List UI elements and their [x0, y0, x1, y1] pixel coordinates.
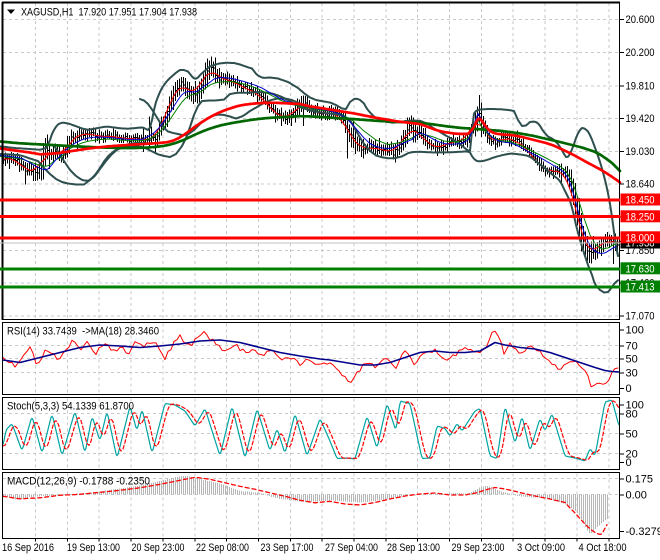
svg-text:Stoch(5,3,3) 54.1339 61.8700: Stoch(5,3,3) 54.1339 61.8700 — [7, 401, 134, 413]
svg-text:0: 0 — [626, 457, 632, 469]
svg-text:19.420: 19.420 — [626, 113, 655, 125]
svg-text:50: 50 — [626, 429, 638, 441]
svg-text:RSI(14) 33.7439 ->MA(18) 28.3: RSI(14) 33.7439 ->MA(18) 28.3460 — [7, 326, 159, 338]
svg-text:29 Sep 23:00: 29 Sep 23:00 — [452, 542, 505, 554]
svg-text:80: 80 — [626, 409, 638, 421]
svg-text:18.450: 18.450 — [626, 195, 655, 207]
svg-text:100: 100 — [626, 400, 644, 412]
svg-text:20.600: 20.600 — [626, 14, 655, 26]
svg-text:28 Sep 13:00: 28 Sep 13:00 — [387, 542, 440, 554]
svg-text:3 Oct 09:00: 3 Oct 09:00 — [517, 542, 565, 554]
svg-text:50: 50 — [626, 354, 638, 366]
svg-text:30: 30 — [626, 368, 638, 380]
svg-text:17.070: 17.070 — [626, 310, 655, 322]
svg-text:17.630: 17.630 — [626, 263, 655, 275]
svg-text:20: 20 — [626, 449, 638, 461]
svg-text:100: 100 — [626, 324, 644, 336]
svg-text:XAGUSD,H1 17.920 17.951 17.90: XAGUSD,H1 17.920 17.951 17.904 17.938 — [21, 7, 197, 19]
svg-text:MACD(12,26,9) -0.1788 -0.2350: MACD(12,26,9) -0.1788 -0.2350 — [7, 476, 150, 488]
svg-text:19.810: 19.810 — [626, 81, 655, 93]
svg-text:17.413: 17.413 — [626, 282, 655, 294]
svg-text:18.000: 18.000 — [626, 232, 655, 244]
svg-text:0: 0 — [626, 383, 632, 395]
svg-text:4 Oct 18:00: 4 Oct 18:00 — [579, 542, 627, 554]
svg-text:27 Sep 04:00: 27 Sep 04:00 — [325, 542, 378, 554]
svg-text:20.200: 20.200 — [626, 47, 655, 59]
svg-text:0.175: 0.175 — [626, 474, 654, 486]
svg-text:70: 70 — [626, 341, 638, 353]
svg-text:16 Sep 2016: 16 Sep 2016 — [2, 542, 54, 554]
svg-text:19 Sep 13:00: 19 Sep 13:00 — [67, 542, 120, 554]
svg-text:23 Sep 17:00: 23 Sep 17:00 — [261, 542, 314, 554]
svg-text:18.250: 18.250 — [626, 211, 655, 223]
svg-text:-0.3279: -0.3279 — [626, 526, 660, 538]
svg-text:0.00: 0.00 — [626, 489, 647, 501]
svg-text:22 Sep 08:00: 22 Sep 08:00 — [196, 542, 249, 554]
svg-text:18.640: 18.640 — [626, 179, 655, 191]
svg-text:19.030: 19.030 — [626, 146, 655, 158]
svg-text:20 Sep 23:00: 20 Sep 23:00 — [132, 542, 185, 554]
